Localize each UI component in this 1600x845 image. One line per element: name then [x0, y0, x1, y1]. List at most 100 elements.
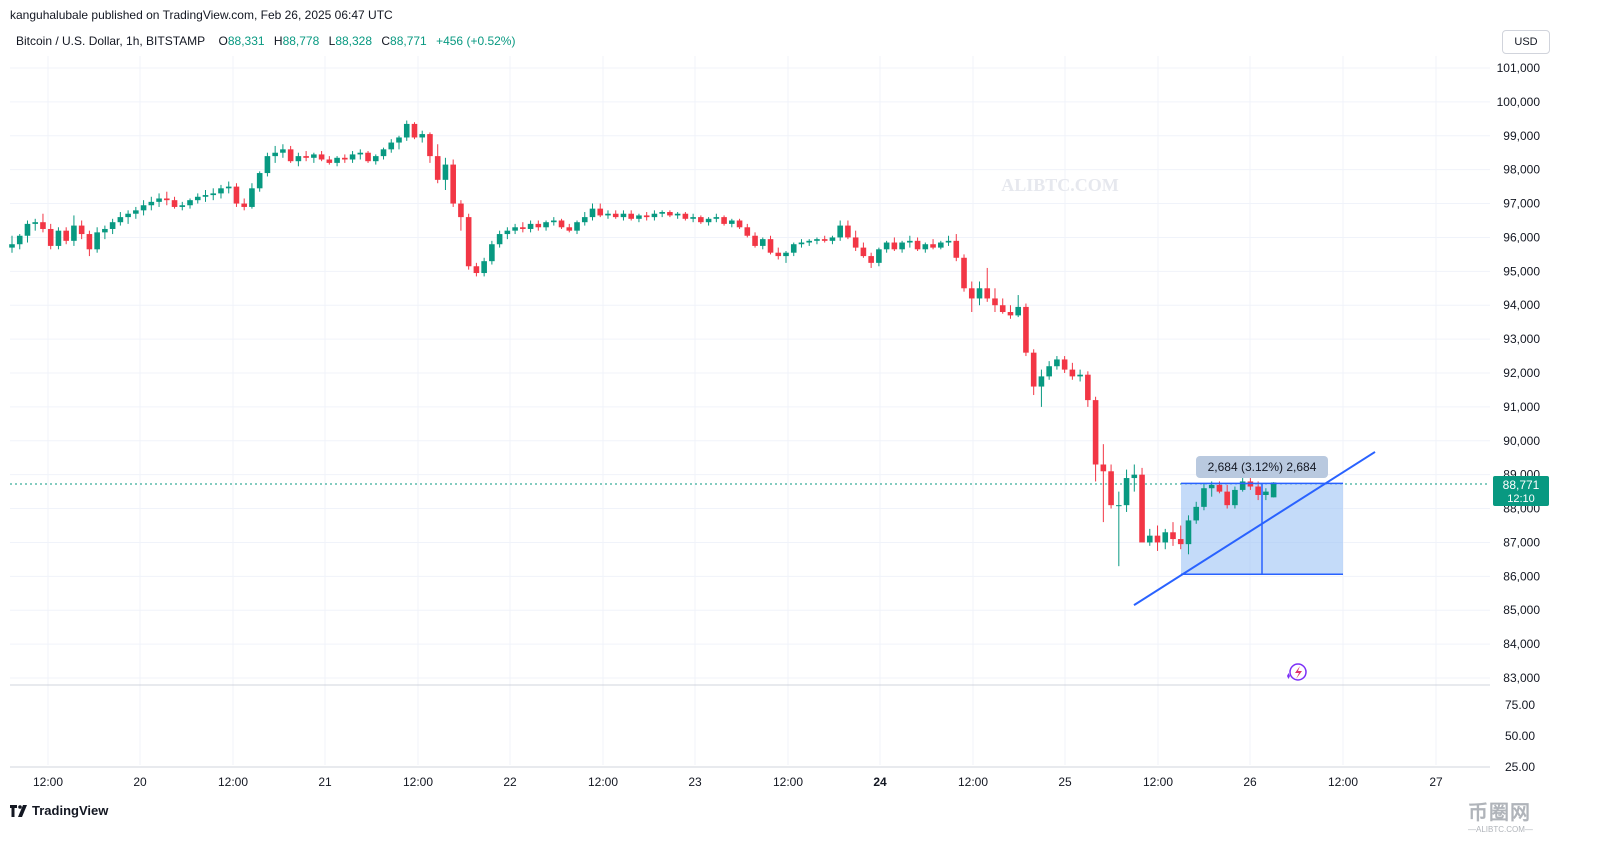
price-tick-label: 98,000: [1503, 163, 1540, 177]
candle-body: [876, 249, 882, 263]
candle-body: [481, 261, 487, 274]
candle-body: [1170, 532, 1176, 540]
candle-body: [829, 237, 836, 241]
candle-body: [1092, 400, 1099, 465]
candle-body: [1123, 478, 1130, 506]
candle-body: [272, 152, 278, 157]
price-tick-label: 93,000: [1503, 332, 1540, 346]
price-tick-label: 90,000: [1503, 434, 1540, 448]
candle-body: [976, 288, 983, 299]
candle-body: [210, 193, 217, 196]
candle-body: [628, 213, 634, 219]
candle-body: [1116, 505, 1122, 507]
brand-name: TradingView: [32, 803, 109, 818]
candle-body: [125, 213, 131, 218]
time-axis[interactable]: 12:00 20 12:00 21 12:00 22 12:00 23 12:00 24 12:00…: [10, 766, 1490, 789]
candle-body: [334, 157, 340, 163]
candle-body: [1239, 481, 1246, 490]
symbol-name[interactable]: Bitcoin / U.S. Dollar, 1h, BITSTAMP: [16, 34, 206, 48]
candle-body: [814, 239, 820, 241]
candle-body: [535, 223, 542, 228]
candle-body: [992, 298, 998, 306]
candle-body: [1185, 520, 1192, 545]
candle-body: [860, 247, 867, 257]
candle-body: [914, 240, 921, 250]
candle-body: [295, 156, 302, 162]
price-tick-label: 97,000: [1503, 197, 1540, 211]
low-label: L: [328, 34, 336, 48]
candle-body: [674, 213, 681, 216]
candle-body: [1007, 312, 1014, 316]
candle-body: [318, 154, 325, 160]
candle-body: [581, 217, 588, 223]
candle-body: [1232, 489, 1238, 506]
sparkle: [1287, 673, 1290, 679]
watermark: ALIBTC.COM: [1001, 175, 1119, 195]
candle-body: [94, 232, 100, 250]
candle-body: [961, 257, 967, 289]
last-price-countdown: 12:10: [1507, 493, 1535, 505]
candle-body: [117, 217, 124, 223]
candle-body: [24, 223, 31, 236]
candle-body: [1139, 474, 1145, 543]
candle-body: [852, 237, 859, 248]
candle-body: [473, 266, 480, 274]
candle-body: [16, 235, 23, 245]
candle-body: [945, 240, 952, 243]
candle-body: [1270, 482, 1277, 498]
candle-body: [380, 149, 387, 157]
candle-body: [1263, 491, 1269, 495]
candle-body: [179, 205, 186, 207]
corner-watermark-url: —ALIBTC.COM—: [1468, 825, 1533, 834]
candle-body: [442, 164, 449, 180]
candle-body: [1201, 488, 1207, 507]
candle-body: [156, 198, 162, 202]
candle-body: [1224, 491, 1230, 506]
candle-body: [86, 234, 93, 250]
symbol-legend[interactable]: Bitcoin / U.S. Dollar, 1h, BITSTAMP O88,…: [16, 34, 521, 48]
candle-body: [102, 228, 108, 233]
candle-body: [1108, 471, 1114, 506]
time-tick-label: 12:00: [773, 775, 803, 789]
price-tick-label: 96,000: [1503, 230, 1540, 244]
bolt-ring: [1289, 663, 1307, 681]
candle-body: [729, 220, 735, 224]
drawing-tools[interactable]: 2,684 (3.12%) 2,684: [1133, 451, 1376, 606]
candle-body: [605, 213, 611, 216]
price-axis[interactable]: 101,000 100,000 99,000 98,000 97,000 96,000 95…: [1497, 61, 1541, 685]
candle-body: [326, 159, 333, 163]
candle-body: [721, 217, 727, 224]
candle-body: [241, 203, 247, 207]
time-tick-label: 24: [873, 775, 887, 789]
last-price-tag-bg: [1493, 476, 1549, 506]
candle-body: [171, 200, 178, 207]
candle-body: [1177, 539, 1184, 545]
close-value: 88,771: [390, 34, 427, 48]
candle-body: [690, 217, 696, 219]
open-value: 88,331: [227, 34, 265, 48]
tradingview-brand[interactable]: TradingView: [10, 803, 108, 818]
candle-body: [496, 234, 503, 245]
candle-body: [589, 208, 596, 218]
bolt-badge-icon[interactable]: [1287, 663, 1307, 681]
candle-body: [427, 134, 433, 157]
candle-body: [566, 227, 573, 231]
price-tick-label: 101,000: [1497, 61, 1541, 75]
price-tick-label: 86,000: [1503, 569, 1540, 583]
measure-label: 2,684 (3.12%) 2,684: [1208, 460, 1317, 474]
price-tick-label: 87,000: [1503, 535, 1540, 549]
candle-body: [194, 196, 201, 201]
candle-body: [651, 213, 658, 218]
price-tick-label: 84,000: [1503, 637, 1540, 651]
low-value: 88,328: [335, 34, 373, 48]
candle-body: [1015, 306, 1021, 316]
candle-body: [202, 195, 209, 197]
candle-body: [233, 186, 240, 204]
change-value: +456 (+0.52%): [436, 34, 516, 48]
candle-body: [311, 154, 317, 158]
price-tick-label: 92,000: [1503, 366, 1540, 380]
time-tick-label: 26: [1243, 775, 1257, 789]
currency-button[interactable]: USD: [1502, 30, 1550, 54]
candle-body: [342, 157, 348, 160]
